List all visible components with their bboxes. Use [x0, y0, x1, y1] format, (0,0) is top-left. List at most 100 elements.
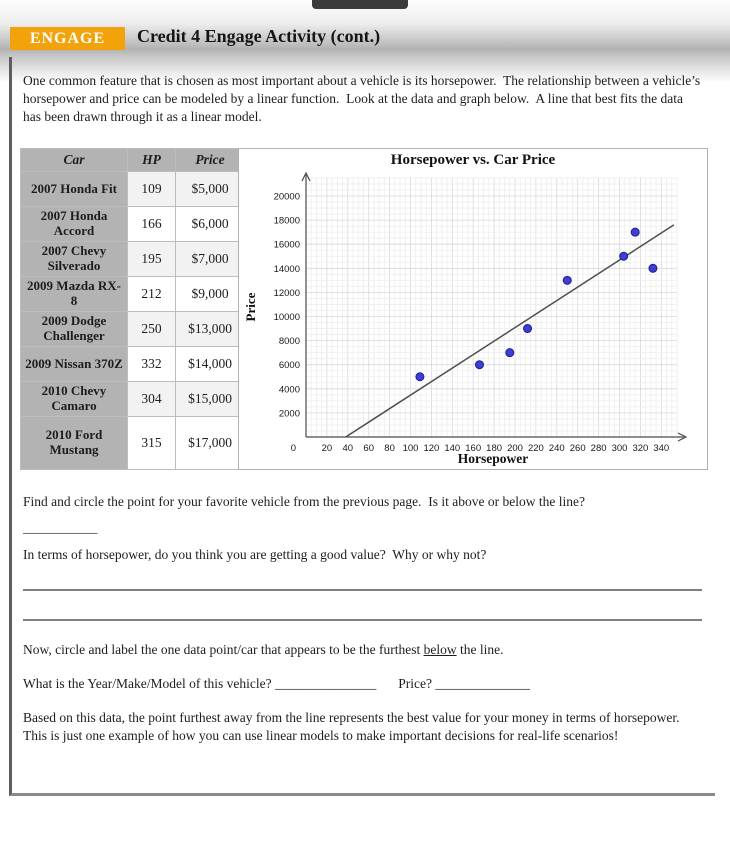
data-point — [505, 348, 515, 358]
engage-badge: ENGAGE — [10, 27, 125, 50]
x-tick-label: 300 — [612, 443, 628, 454]
x-tick-label: 180 — [486, 443, 502, 454]
car-cell: 2009 Mazda RX-8 — [20, 276, 128, 312]
y-tick-label: 14000 — [274, 264, 300, 275]
data-point — [415, 372, 425, 382]
question-year-make-model: What is the Year/Make/Model of this vehi… — [23, 675, 713, 693]
x-tick-label: 80 — [384, 443, 395, 454]
x-tick-label: 260 — [570, 443, 586, 454]
closing-paragraph: Based on this data, the point furthest a… — [23, 710, 686, 744]
col-header-hp: HP — [127, 148, 176, 172]
y-axis-label: Price — [243, 292, 258, 322]
origin-label: 0 — [291, 443, 296, 454]
y-tick-label: 8000 — [279, 336, 300, 347]
col-header-price: Price — [175, 148, 245, 172]
car-cell: 2007 Honda Accord — [20, 206, 128, 242]
hp-cell: 212 — [127, 276, 176, 312]
table-row: 2009 Mazda RX-8 212 $9,000 — [20, 276, 245, 312]
table-row: 2009 Nissan 370Z 332 $14,000 — [20, 346, 245, 382]
scatter-chart: 20 40 60 80 100 120 140 160 180 200 220 240 260 280 30… — [238, 148, 708, 470]
car-cell: 2010 Chevy Camaro — [20, 381, 128, 417]
q4-label: What is the Year/Make/Model of this vehi… — [23, 676, 275, 691]
x-tick-label: 340 — [653, 443, 669, 454]
q3-underlined-word: below — [423, 642, 457, 657]
data-point — [630, 227, 640, 237]
answer-blank-above-below: ___________ — [23, 520, 98, 535]
x-tick-label: 140 — [444, 443, 460, 454]
x-tick-label: 220 — [528, 443, 544, 454]
price-label: Price? — [398, 676, 436, 691]
hp-cell: 304 — [127, 381, 176, 417]
question-favorite-vehicle: Find and circle the point for your favor… — [23, 494, 585, 509]
y-tick-label: 6000 — [279, 360, 300, 371]
table-row: 2009 Dodge Challenger 250 $13,000 — [20, 311, 245, 347]
car-table-body: 2007 Honda Fit 109 $5,000 2007 Honda Accord… — [20, 171, 245, 470]
hp-cell: 332 — [127, 346, 176, 382]
table-row: 2007 Honda Fit 109 $5,000 — [20, 171, 245, 207]
grid — [305, 177, 678, 438]
y-axis-arrow — [301, 171, 311, 182]
car-cell: 2007 Honda Fit — [20, 171, 128, 207]
table-row: 2007 Honda Accord 166 $6,000 — [20, 206, 245, 242]
y-tick-label: 18000 — [274, 216, 300, 227]
x-tick-label: 200 — [507, 443, 523, 454]
data-point — [648, 263, 658, 273]
chart-title: Horsepower vs. Car Price — [390, 152, 556, 168]
table-row: 2010 Ford Mustang 315 $17,000 — [20, 416, 245, 470]
answer-line-1 — [23, 589, 702, 591]
price-cell: $6,000 — [175, 206, 245, 242]
y-tick-label: 10000 — [274, 312, 300, 323]
car-cell: 2009 Dodge Challenger — [20, 311, 128, 347]
x-tick-label: 100 — [403, 443, 419, 454]
price-cell: $15,000 — [175, 381, 245, 417]
q3-text-suffix: the line. — [456, 642, 504, 657]
price-cell: $14,000 — [175, 346, 245, 382]
y-tick-label: 16000 — [274, 240, 300, 251]
hp-cell: 109 — [127, 171, 176, 207]
price-cell: $9,000 — [175, 276, 245, 312]
x-tick-label: 40 — [343, 443, 354, 454]
price-cell: $17,000 — [175, 416, 245, 470]
car-cell: 2009 Nissan 370Z — [20, 346, 128, 382]
chart-canvas: 20 40 60 80 100 120 140 160 180 200 220 240 260 280 30… — [274, 171, 688, 454]
window-tab-remnant — [312, 0, 408, 9]
y-tick-label: 4000 — [279, 384, 300, 395]
y-tick-label: 2000 — [279, 408, 300, 419]
price-cell: $13,000 — [175, 311, 245, 347]
x-tick-label: 120 — [423, 443, 439, 454]
q3-text-prefix: Now, circle and label the one data point… — [23, 642, 424, 657]
question-good-value: In terms of horsepower, do you think you… — [23, 547, 487, 562]
price-cell: $5,000 — [175, 171, 245, 207]
y-tick-label: 20000 — [274, 192, 300, 203]
table-row: 2010 Chevy Camaro 304 $15,000 — [20, 381, 245, 417]
hp-cell: 166 — [127, 206, 176, 242]
page-title: Credit 4 Engage Activity (cont.) — [137, 26, 381, 46]
x-tick-label: 60 — [363, 443, 374, 454]
hp-cell: 250 — [127, 311, 176, 347]
hp-cell: 315 — [127, 416, 176, 470]
x-tick-label: 240 — [549, 443, 565, 454]
price-cell: $7,000 — [175, 241, 245, 277]
best-fit-line — [345, 224, 675, 438]
worksheet-body: One common feature that is chosen as mos… — [9, 57, 715, 796]
car-cell: 2010 Ford Mustang — [20, 416, 128, 470]
x-tick-label: 280 — [591, 443, 607, 454]
vehicle-answer-blank: _______________ — [274, 676, 377, 691]
price-answer-blank: ______________ — [435, 676, 530, 691]
x-tick-label: 160 — [465, 443, 481, 454]
hp-cell: 195 — [127, 241, 176, 277]
intro-paragraph: One common feature that is chosen as mos… — [23, 73, 704, 125]
answer-line-2 — [23, 619, 702, 621]
x-axis-label: Horsepower — [457, 451, 529, 466]
x-axis-arrow — [677, 432, 688, 442]
data-point — [523, 324, 533, 334]
col-header-car: Car — [20, 148, 128, 172]
table-row: 2007 Chevy Silverado 195 $7,000 — [20, 241, 245, 277]
data-point — [619, 251, 629, 261]
data-point — [474, 360, 484, 370]
car-data-table: Car HP Price 2007 Honda Fit 109 $5,000 2007… — [20, 148, 245, 470]
x-tick-label: 320 — [632, 443, 648, 454]
question-furthest-below: Now, circle and label the one data point… — [23, 641, 713, 659]
x-tick-label: 20 — [322, 443, 333, 454]
table-header-row: Car HP Price — [20, 148, 245, 172]
